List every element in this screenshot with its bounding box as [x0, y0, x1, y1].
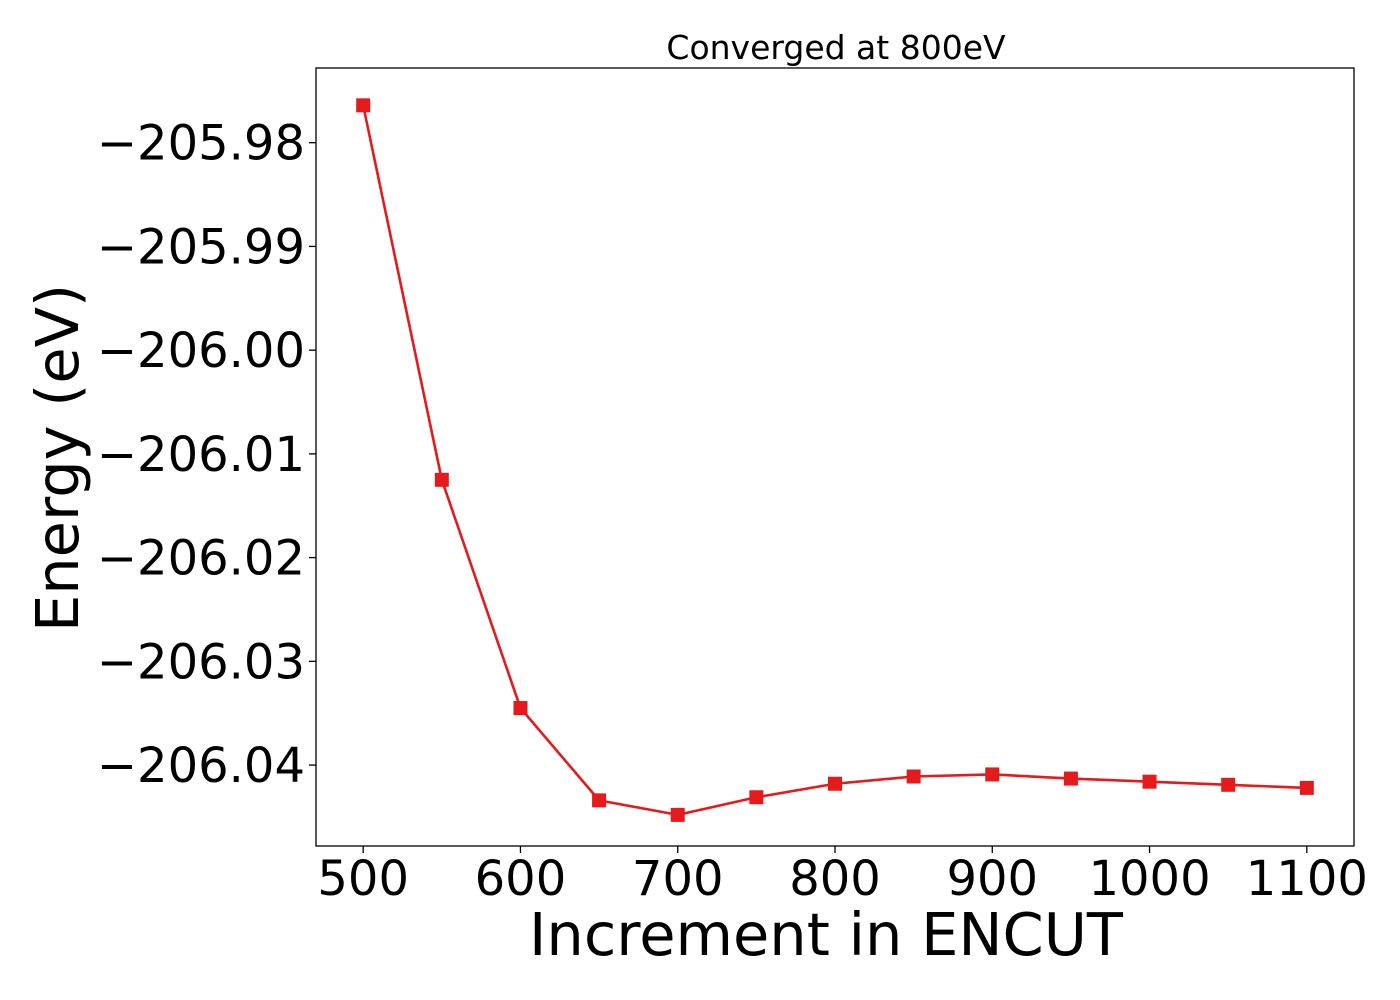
data-point-marker: [513, 701, 528, 716]
data-point-marker: [906, 769, 921, 784]
data-point-marker: [1063, 771, 1078, 786]
y-axis-label: Energy (eV): [23, 284, 92, 632]
y-tick-label: −206.01: [97, 427, 305, 483]
data-point-marker: [749, 790, 764, 805]
data-point-marker: [1221, 777, 1236, 792]
x-tick-label: 800: [789, 851, 881, 907]
data-point-marker: [1299, 780, 1314, 795]
x-tick-label: 600: [475, 851, 567, 907]
x-tick-label: 500: [317, 851, 409, 907]
data-point-marker: [1142, 774, 1157, 789]
chart-title: Converged at 800eV: [666, 28, 1006, 67]
x-tick-label: 1100: [1246, 851, 1368, 907]
data-point-marker: [670, 807, 685, 822]
data-point-marker: [356, 98, 371, 113]
y-tick-label: −205.99: [97, 219, 305, 275]
plot-frame: [315, 67, 1355, 847]
y-tick-label: −206.03: [97, 634, 305, 690]
data-point-marker: [592, 793, 607, 808]
data-point-marker: [828, 776, 842, 791]
y-tick-label: −206.00: [97, 323, 305, 379]
x-tick-label: 900: [946, 851, 1038, 907]
data-point-marker: [434, 472, 449, 487]
x-tick-label: 700: [632, 851, 724, 907]
x-axis-label: Increment in ENCUT: [529, 900, 1124, 969]
data-point-marker: [985, 767, 1000, 782]
y-tick-label: −206.04: [97, 738, 305, 794]
x-tick-label: 1000: [1088, 851, 1210, 907]
y-tick-label: −206.02: [97, 531, 305, 587]
y-tick-label: −205.98: [97, 116, 305, 172]
